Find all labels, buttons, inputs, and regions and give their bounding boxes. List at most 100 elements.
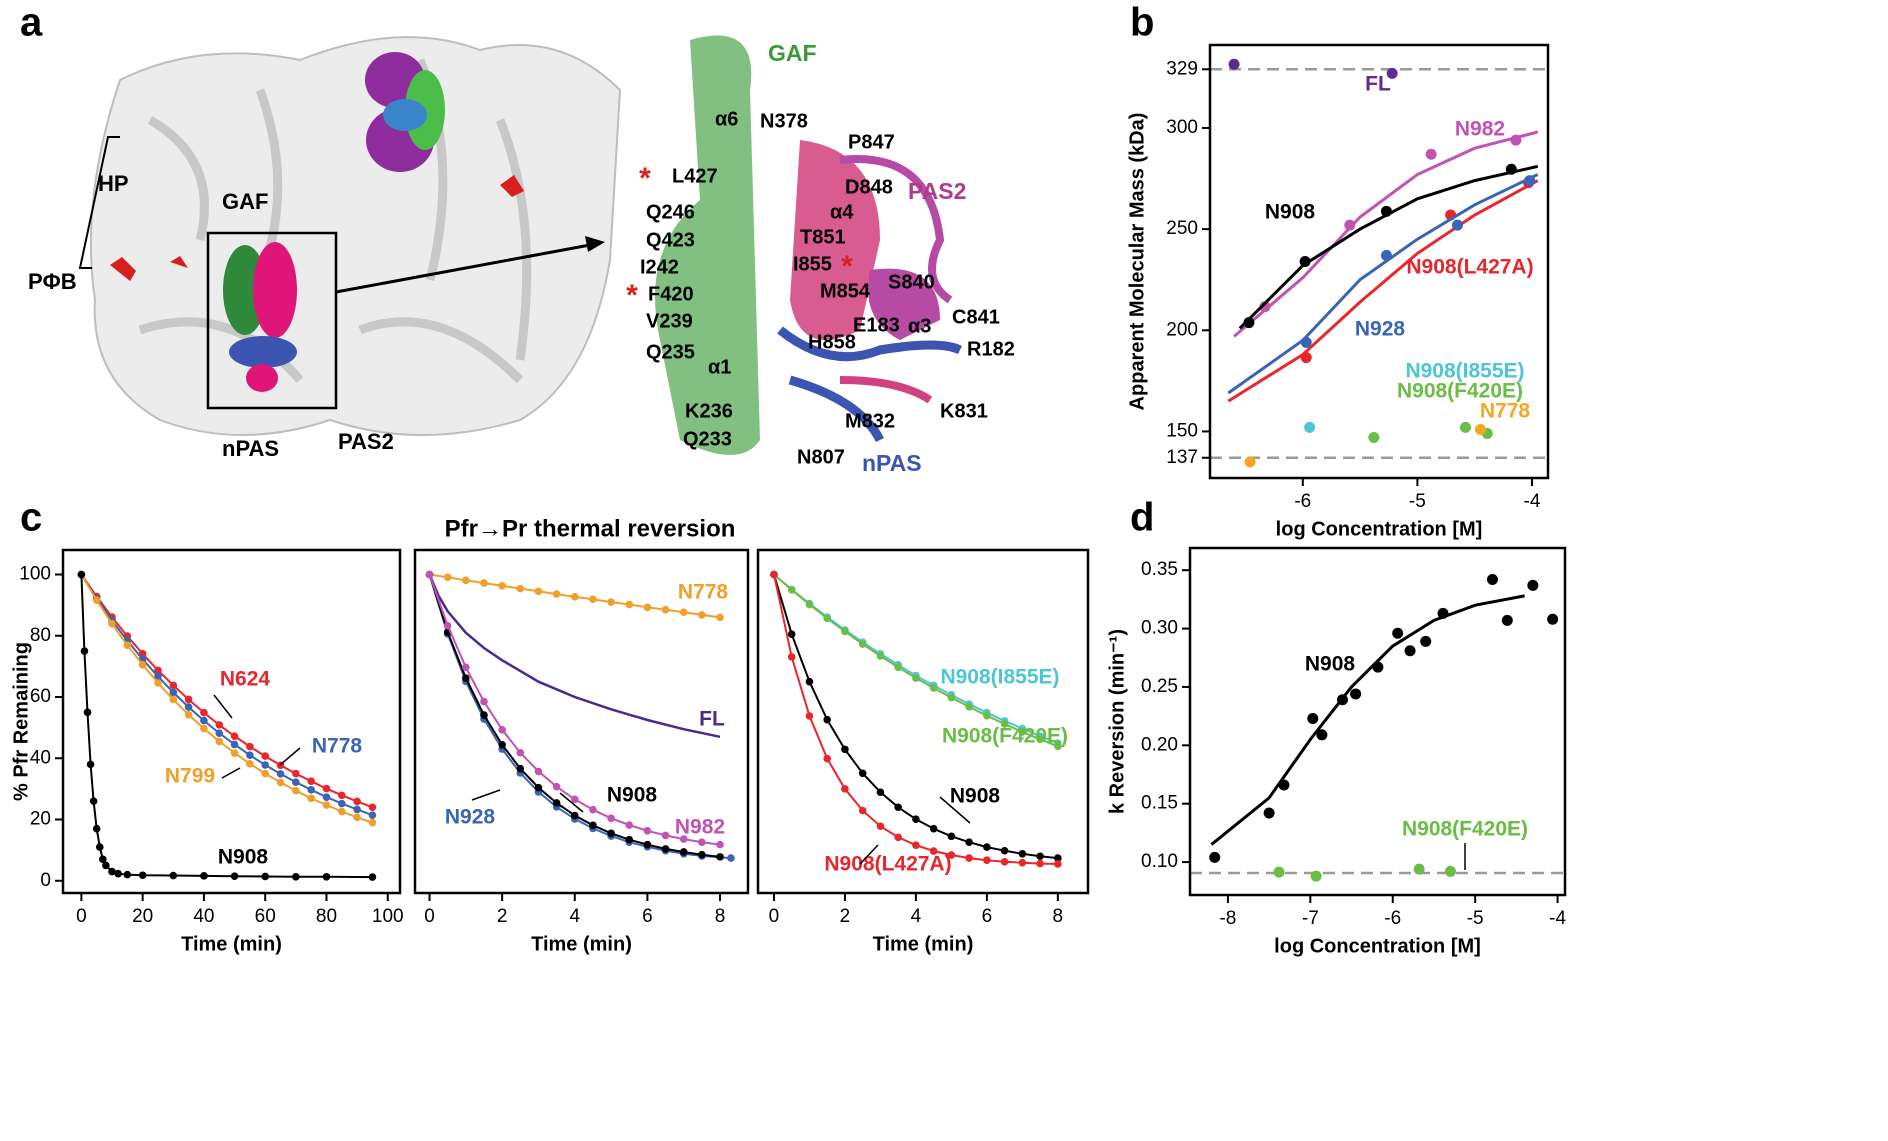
- data-point: [123, 641, 132, 650]
- y-tick-label: 200: [1166, 319, 1198, 340]
- data-point: [1300, 336, 1312, 348]
- data-point: [138, 661, 147, 669]
- data-point: [230, 749, 239, 757]
- series-label: N928: [1355, 318, 1406, 341]
- y-tick-label: 40: [30, 747, 51, 768]
- data-point: [912, 674, 920, 682]
- structure-label: P847: [848, 131, 895, 153]
- data-point: [480, 711, 488, 719]
- data-point: [169, 688, 178, 697]
- series-line: [428, 574, 721, 739]
- x-tick-label: 20: [132, 906, 153, 927]
- data-point: [337, 799, 346, 808]
- panel-letter: a: [20, 1, 43, 45]
- data-point: [805, 600, 814, 609]
- data-point: [1054, 860, 1062, 868]
- x-tick-label: 6: [642, 906, 653, 927]
- y-tick-label: 80: [30, 625, 51, 646]
- data-point: [138, 871, 147, 880]
- data-point: [1278, 779, 1290, 791]
- data-point: [841, 627, 849, 636]
- data-point: [787, 653, 796, 661]
- data-point: [353, 813, 361, 822]
- data-point: [1437, 607, 1449, 619]
- series-label: N928: [445, 806, 496, 829]
- data-point: [679, 608, 688, 616]
- data-point: [607, 814, 615, 823]
- series-line: [773, 573, 1059, 745]
- structure-label: M832: [845, 410, 895, 432]
- data-point: [1420, 635, 1432, 647]
- helices: [138, 58, 532, 384]
- series-label: N908: [218, 846, 269, 869]
- plot-frame: [1188, 546, 1567, 897]
- y-axis-label: Apparent Molecular Mass (kDa): [1126, 113, 1148, 411]
- fit-curve: [1227, 179, 1539, 403]
- data-point: [1386, 67, 1398, 79]
- data-point: [679, 835, 688, 843]
- structure-label: nPAS: [862, 450, 922, 476]
- data-point: [102, 861, 110, 870]
- x-tick-label: 8: [1053, 906, 1064, 927]
- data-point: [1524, 175, 1536, 187]
- panel-c-title: Pfr→Pr thermal reversion: [445, 515, 736, 542]
- data-point: [929, 847, 938, 855]
- data-point: [292, 872, 300, 881]
- x-tick-label: -6: [1294, 491, 1311, 512]
- data-point: [534, 783, 543, 792]
- y-tick-label: 0.30: [1141, 618, 1178, 639]
- data-point: [1392, 627, 1404, 639]
- y-tick-label: 100: [19, 564, 51, 585]
- data-point: [787, 586, 796, 594]
- data-point: [679, 848, 688, 856]
- data-point: [337, 791, 346, 800]
- data-point: [123, 870, 132, 879]
- data-point: [246, 759, 254, 768]
- data-point: [589, 595, 597, 604]
- y-tick-label: 137: [1166, 447, 1198, 468]
- structure-label: M854: [820, 280, 871, 302]
- data-point: [184, 695, 193, 704]
- data-point: [1054, 854, 1062, 862]
- data-point: [169, 681, 178, 690]
- data-point: [353, 805, 361, 814]
- data-point: [607, 829, 615, 838]
- x-tick-label: 2: [497, 906, 508, 927]
- data-point: [534, 587, 543, 596]
- leader-line: [213, 694, 233, 719]
- data-point: [443, 573, 452, 582]
- x-tick-label: 0: [769, 906, 780, 927]
- chart: 0 20 40 60 80 100 0 20 40 60 80 100 N624 N778 N799 N908…: [10, 548, 404, 955]
- x-tick-label: -4: [1524, 491, 1541, 512]
- data-point: [625, 835, 634, 844]
- data-point: [770, 570, 778, 579]
- asterisk: *: [639, 162, 651, 195]
- x-tick-label: 40: [193, 906, 214, 927]
- panel-letter: d: [1130, 496, 1154, 540]
- structure-label: V239: [646, 310, 693, 332]
- series-label: N908(F420E): [1402, 818, 1528, 841]
- panel-letter: b: [1130, 1, 1154, 45]
- series-line: [773, 573, 1059, 748]
- pas2-helix: [790, 140, 880, 340]
- data-point: [894, 663, 902, 672]
- chart: 0 2 4 6 8 N908(I855E) N908(F420E) N908 N908(L427…: [756, 548, 1090, 955]
- data-point: [215, 729, 224, 737]
- data-point: [1036, 852, 1044, 861]
- data-point: [276, 778, 285, 787]
- data-point: [215, 737, 224, 746]
- data-point: [858, 806, 867, 815]
- series-label: N908(L427A): [824, 853, 951, 876]
- data-point: [965, 854, 973, 862]
- data-point: [246, 751, 254, 759]
- x-tick-label: 100: [372, 906, 404, 927]
- data-point: [184, 703, 193, 711]
- data-point: [1451, 219, 1463, 231]
- series-line: [80, 573, 373, 809]
- asterisk: *: [841, 250, 853, 283]
- x-tick-label: 0: [424, 906, 435, 927]
- leader-line: [939, 796, 971, 824]
- data-point: [1380, 249, 1392, 261]
- data-point: [661, 831, 670, 840]
- fit-curve: [1210, 594, 1525, 846]
